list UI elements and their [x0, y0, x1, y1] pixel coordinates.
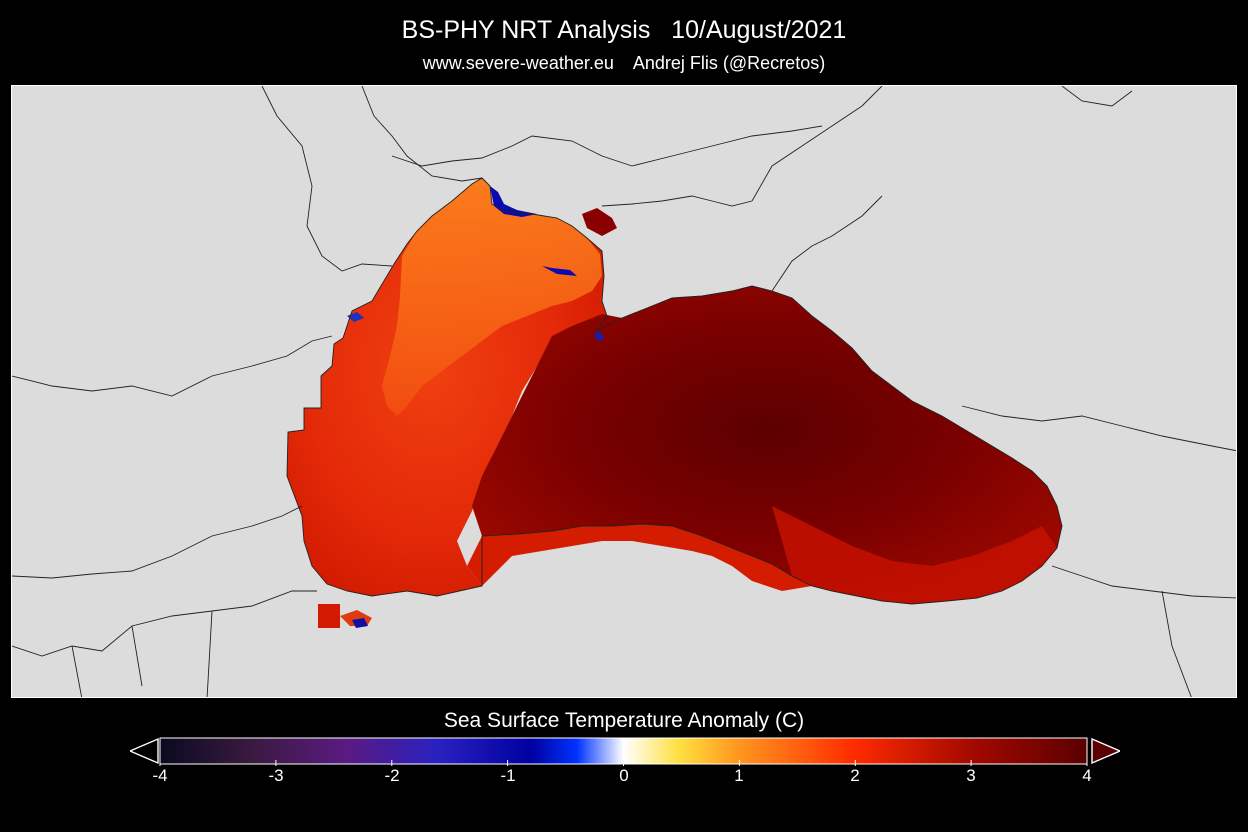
- black-sea-map: [12, 86, 1236, 697]
- map-panel: [11, 85, 1237, 698]
- map-title: BS-PHY NRT Analysis 10/August/2021: [401, 16, 847, 44]
- colorbar-graphic: [128, 737, 1122, 766]
- map-subtitle: www.severe-weather.eu Andrej Flis (@Recr…: [422, 53, 826, 73]
- colorbar-min-arrow: [128, 737, 159, 765]
- coastlines: [12, 86, 1236, 697]
- tick-label: -2: [384, 766, 400, 785]
- tick-label: -4: [152, 766, 168, 785]
- tick-label: 0: [619, 766, 629, 785]
- tick-label: -1: [500, 766, 516, 785]
- colorbar-max-arrow: [1091, 737, 1122, 765]
- tick-label: -3: [268, 766, 284, 785]
- tick-label: 2: [850, 766, 860, 785]
- colorbar: [128, 736, 1122, 766]
- tick-label: 1: [734, 766, 744, 785]
- tick-label: 3: [966, 766, 976, 785]
- tick-label: 4: [1082, 766, 1092, 785]
- colorbar-ticks: -4 -3 -2 -1 0 1 2 3 4: [0, 766, 1248, 796]
- colorbar-title: Sea Surface Temperature Anomaly (C): [443, 709, 805, 732]
- sea-surface-anomaly-field: [287, 178, 1062, 628]
